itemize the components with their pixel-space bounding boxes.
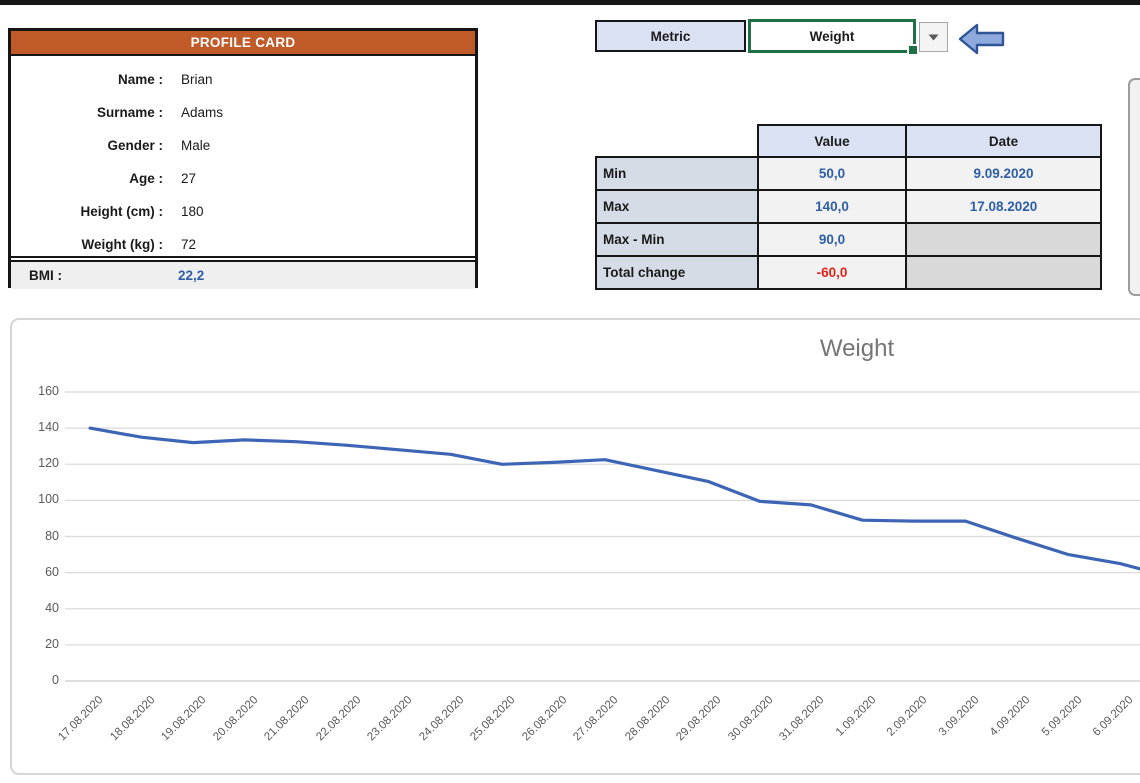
stats-row-range: Max - Min 90,0 <box>595 222 1102 257</box>
line-chart-plot <box>65 391 1140 682</box>
range-value: 90,0 <box>757 222 907 257</box>
surname-value: Adams <box>181 105 224 120</box>
age-label: Age : <box>129 171 163 186</box>
excel-fill-handle[interactable] <box>907 44 919 56</box>
double-divider <box>11 256 475 262</box>
gender-value: Male <box>181 138 211 153</box>
stats-row-max: Max 140,0 17.08.2020 <box>595 189 1102 224</box>
left-block-arrow-icon <box>958 22 1006 61</box>
y-tick-label: 160 <box>38 384 59 398</box>
weight-label: Weight (kg) : <box>81 237 164 252</box>
dropdown-button[interactable] <box>919 22 948 52</box>
y-tick-label: 120 <box>38 456 59 471</box>
chevron-down-icon <box>928 34 939 40</box>
profile-card-body: Name : Brian Surname : Adams Gender : Ma… <box>11 56 475 256</box>
clipped-panel-edge <box>1128 78 1140 296</box>
chart-title: Weight <box>819 335 895 362</box>
y-tick-label: 0 <box>52 673 59 687</box>
stats-header-empty <box>596 125 758 157</box>
profile-row-surname: Surname : Adams <box>11 96 475 129</box>
profile-row-gender: Gender : Male <box>11 129 475 162</box>
max-value: 140,0 <box>757 189 907 224</box>
y-tick-label: 60 <box>45 564 59 579</box>
stats-header-row: Value Date <box>596 124 1102 158</box>
profile-row-weight: Weight (kg) : 72 <box>11 228 475 261</box>
total-change-value: -60,0 <box>757 255 907 290</box>
metric-selected-value: Weight <box>809 28 855 44</box>
weight-line-chart-card: Weight 0 20 40 60 80 100 120 140 160 17.08.2020 1… <box>10 318 1140 775</box>
bmi-row: BMI : 22,2 <box>11 262 475 289</box>
metric-dropdown-selected-cell[interactable]: Weight <box>748 19 919 56</box>
stats-row-min: Min 50,0 9.09.2020 <box>595 156 1102 191</box>
min-label: Min <box>595 156 759 191</box>
profile-row-age: Age : 27 <box>11 162 475 195</box>
y-tick-label: 20 <box>45 636 59 651</box>
age-value: 27 <box>181 171 197 186</box>
profile-row-height: Height (cm) : 180 <box>11 195 475 228</box>
height-value: 180 <box>181 204 204 219</box>
profile-card: PROFILE CARD Name : Brian Surname : Adam… <box>8 28 478 289</box>
min-date: 9.09.2020 <box>905 156 1102 191</box>
stats-header-date: Date <box>905 124 1102 158</box>
surname-label: Surname : <box>96 105 163 120</box>
total-change-label: Total change <box>595 255 759 290</box>
profile-card-title: PROFILE CARD <box>11 31 475 56</box>
range-label: Max - Min <box>595 222 759 257</box>
total-change-date-empty <box>905 255 1102 290</box>
max-date: 17.08.2020 <box>905 189 1102 224</box>
profile-row-name: Name : Brian <box>11 63 475 96</box>
weight-series-line <box>88 426 1140 571</box>
range-date-empty <box>905 222 1102 257</box>
metric-stats-table: Value Date Min 50,0 9.09.2020 Max 140,0 … <box>595 124 1102 290</box>
metric-label-cell: Metric <box>595 20 746 52</box>
stats-row-total-change: Total change -60,0 <box>595 255 1102 290</box>
height-label: Height (cm) : <box>80 204 164 219</box>
clipped-top-bar <box>0 0 1140 5</box>
y-tick-label: 100 <box>38 492 59 507</box>
bmi-value: 22,2 <box>178 268 205 283</box>
weight-value: 72 <box>181 237 197 252</box>
name-value: Brian <box>181 72 213 87</box>
stats-header-value: Value <box>757 124 907 158</box>
max-label: Max <box>595 189 759 224</box>
min-value: 50,0 <box>757 156 907 191</box>
gender-label: Gender : <box>107 138 163 153</box>
y-tick-label: 40 <box>45 600 59 615</box>
name-label: Name : <box>117 72 163 87</box>
y-tick-label: 80 <box>45 528 59 543</box>
bmi-label: BMI : <box>29 268 62 283</box>
y-tick-label: 140 <box>38 420 59 435</box>
